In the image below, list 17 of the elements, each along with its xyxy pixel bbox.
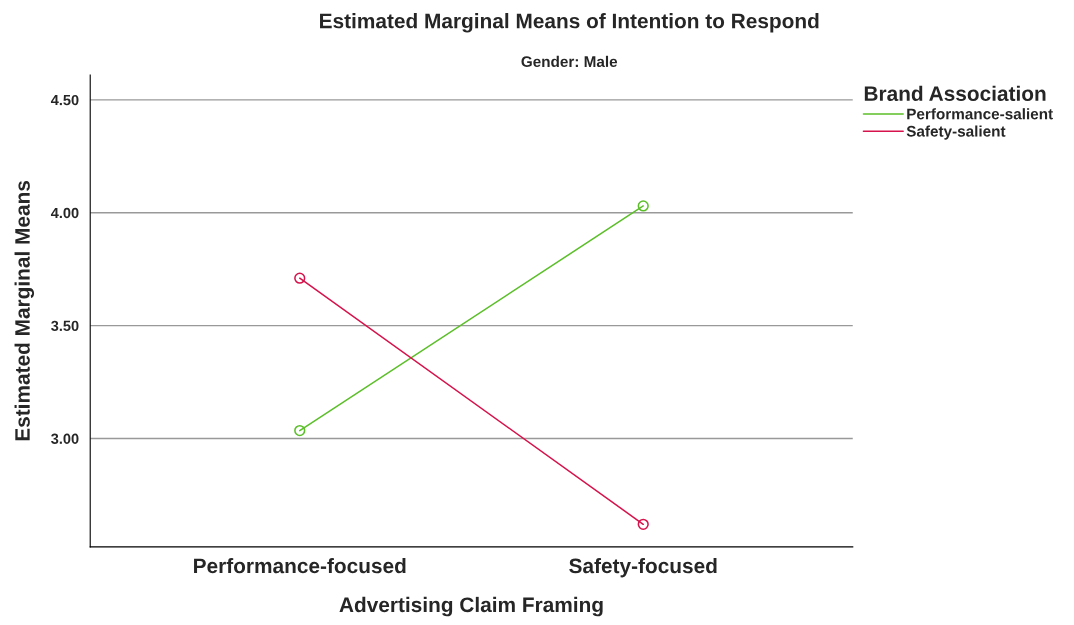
y-tick-label: 3.50 (51, 320, 79, 332)
x-tick-label: Safety-focused (569, 557, 717, 578)
legend-label: Performance-salient (907, 108, 1053, 120)
point (294, 424, 306, 437)
chart-title: Estimated Marginal Means of Intention to Respond (320, 13, 819, 33)
x-axis-title: Advertising Claim Framing (339, 596, 603, 617)
point (294, 272, 306, 284)
legend-label: Safety-salient (906, 125, 1006, 140)
y-tick-label: 4.00 (50, 207, 79, 219)
point (637, 200, 649, 212)
y-tick-label: 3.00 (51, 433, 79, 444)
legend-title: Brand Association (864, 85, 1046, 101)
y-axis-title: Estimated Marginal Means (14, 180, 35, 441)
y-tick-label: 4.50 (50, 94, 79, 106)
chart-subtitle: Gender: Male (521, 55, 618, 68)
point (637, 518, 649, 530)
x-tick-label: Performance-focused (194, 557, 406, 574)
